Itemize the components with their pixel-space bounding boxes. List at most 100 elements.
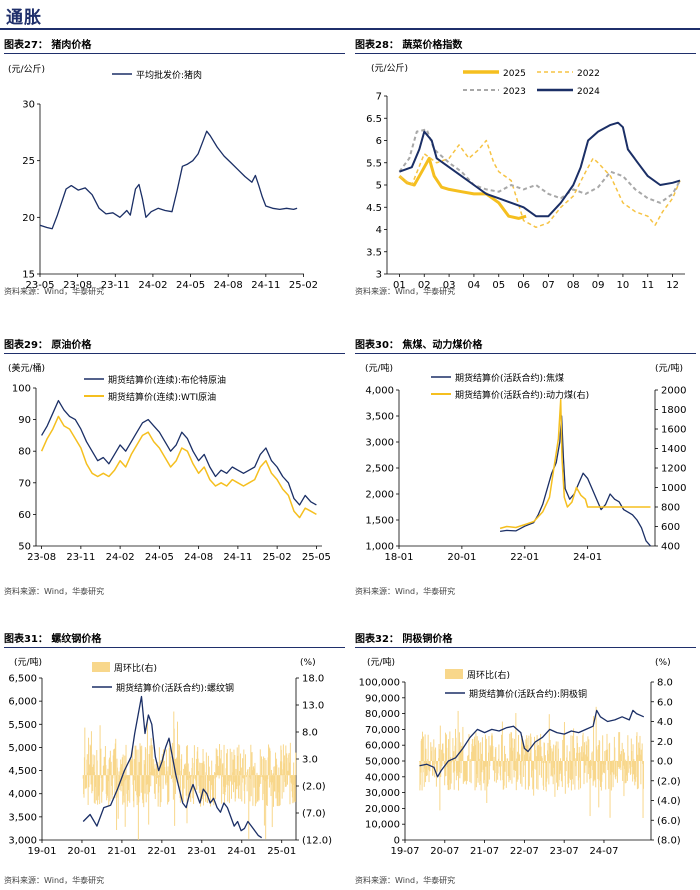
- series-line-1: [41, 399, 317, 506]
- y-tick-label: 80,000: [365, 709, 400, 720]
- source-note: 资料来源：Wind，华泰研究: [355, 587, 456, 596]
- y2-tick-label: (12.0): [302, 836, 332, 847]
- title-rule: [4, 647, 345, 648]
- x-tick-label: 22-01: [147, 846, 176, 857]
- y-tick-label: 4.5: [366, 203, 382, 214]
- chart-rebar: (元/吨) (%) 3,000 3,500 4,000 4,500 5,000 5,500 6,…: [8, 656, 332, 857]
- section-divider: [0, 28, 700, 30]
- x-tick-label: 22-07: [510, 846, 539, 857]
- y-tick-label: 2,500: [365, 464, 394, 475]
- x-tick-label: 07: [542, 280, 555, 291]
- source-note: 资料来源：Wind，华泰研究: [4, 876, 105, 885]
- x-tick-label: 24-05: [145, 552, 174, 563]
- source-note: 资料来源：Wind，华泰研究: [355, 287, 456, 296]
- x-tick-label: 24-08: [184, 552, 213, 563]
- legend-label: 2023: [503, 87, 526, 97]
- legend-label: 期货结算价(活跃合约):焦煤: [455, 372, 564, 384]
- y2-tick-label: (8.0): [657, 836, 681, 847]
- x-tick-label: 20-07: [430, 846, 459, 857]
- chart-title: 图表30： 焦煤、动力煤价格: [355, 340, 483, 351]
- y-axis-unit: (元/公斤): [371, 63, 408, 74]
- chart-title: 图表31： 螺纹钢价格: [4, 634, 102, 645]
- y2-tick-label: 2000: [661, 386, 686, 397]
- chart-title: 图表32： 阴极铜价格: [355, 634, 453, 645]
- x-tick-label: 09: [592, 280, 605, 291]
- y-tick-label: 3: [376, 270, 382, 281]
- chart-pork: (元/公斤) 15 20 25 30 23-05 23-08 23-11 24-02 24-05 2…: [8, 64, 318, 291]
- x-tick-label: 03: [443, 280, 456, 291]
- y2-axis-unit: (%): [655, 658, 671, 668]
- x-tick-label: 24-05: [176, 280, 205, 291]
- chart-copper: (元/吨) (%) 0 10,000 20,000 30,000 40,000 50,000 6…: [359, 656, 681, 857]
- y-tick-label: 3,000: [365, 438, 394, 449]
- legend-swatch: [92, 662, 110, 672]
- source-note: 资料来源：Wind，华泰研究: [4, 287, 105, 296]
- chart-vegetable: (元/公斤) 3 3.5 4 4.5 5 5.5 6 6.5 7 01 02 03 04 05 06 07 08 0…: [366, 63, 685, 291]
- legend-label: 期货结算价(活跃合约):动力煤(右): [455, 389, 589, 401]
- y-tick-label: 90: [18, 415, 31, 426]
- y-tick-label: 50,000: [365, 757, 400, 768]
- y2-tick-label: (4.0): [657, 796, 681, 807]
- title-rule: [355, 353, 696, 354]
- y-tick-label: 80: [18, 447, 31, 458]
- series-line-2: [499, 399, 651, 530]
- x-tick-label: 08: [567, 280, 580, 291]
- y-tick-label: 6.5: [366, 114, 382, 125]
- legend-label: 平均批发价:猪肉: [136, 69, 202, 81]
- y2-tick-label: 1400: [661, 444, 686, 455]
- x-tick-label: 20-01: [447, 552, 476, 563]
- series-line-3: [398, 128, 681, 204]
- panel-copper: 图表32： 阴极铜价格 (元/吨) (%) 0 10,000 20,000 30,000 4…: [355, 630, 700, 888]
- legend-label: 2022: [577, 69, 600, 79]
- x-tick-label: 24-11: [251, 280, 280, 291]
- y-tick-label: 4: [376, 225, 382, 236]
- y-tick-label: 1,500: [365, 516, 394, 527]
- series-line-2: [40, 415, 317, 519]
- y-tick-label: 10,000: [365, 820, 400, 831]
- x-tick-label: 06: [517, 280, 530, 291]
- y-axis-unit: (元/吨): [367, 656, 395, 668]
- x-tick-label: 25-01: [267, 846, 296, 857]
- x-tick-label: 22-01: [510, 552, 539, 563]
- x-tick-label: 23-01: [187, 846, 216, 857]
- y-tick-label: 3.5: [366, 247, 382, 258]
- y-tick-label: 2,000: [365, 490, 394, 501]
- legend-label: 期货结算价(活跃合约):螺纹钢: [116, 682, 234, 694]
- legend-label: 期货结算价(连续):WTI原油: [108, 391, 216, 403]
- x-tick-label: 23-05: [25, 280, 54, 291]
- y-tick-label: 25: [22, 156, 35, 167]
- y2-tick-label: 0.0: [657, 757, 673, 768]
- y2-tick-label: 8.0: [657, 678, 673, 689]
- x-tick-label: 18-01: [384, 552, 413, 563]
- legend-label: 期货结算价(活跃合约):阴极铜: [469, 688, 587, 700]
- x-tick-label: 24-11: [223, 552, 252, 563]
- chart-title: 图表29： 原油价格: [4, 340, 92, 351]
- y-tick-label: 100: [12, 384, 31, 395]
- legend-label: 周环比(右): [114, 662, 157, 674]
- chart-crude: (美元/桶) 50 60 70 80 90 100 23-08 23-11 24-02 24-05 2…: [8, 362, 331, 563]
- y2-tick-label: 4.0: [657, 717, 673, 728]
- title-rule: [355, 53, 696, 54]
- y-tick-label: 5,500: [8, 720, 37, 731]
- y2-axis-unit: (%): [300, 658, 316, 668]
- y2-tick-label: (2.0): [302, 782, 326, 793]
- y-tick-label: 60: [18, 510, 31, 521]
- x-tick-label: 21-01: [107, 846, 136, 857]
- x-tick-label: 24-02: [106, 552, 135, 563]
- source-note: 资料来源：Wind，华泰研究: [355, 876, 456, 885]
- y-tick-label: 5,000: [8, 743, 37, 754]
- x-tick-label: 25-05: [302, 552, 331, 563]
- x-tick-label: 24-07: [589, 846, 618, 857]
- y-tick-label: 15: [22, 270, 35, 281]
- y-tick-label: 30,000: [365, 788, 400, 799]
- y-tick-label: 3,000: [8, 836, 37, 847]
- chart-title: 图表28： 蔬菜价格指数: [355, 40, 463, 51]
- y-tick-label: 50: [18, 542, 31, 553]
- source-note: 资料来源：Wind，华泰研究: [4, 587, 105, 596]
- panel-vegetable-index: 图表28： 蔬菜价格指数 (元/公斤) 3 3.5 4 4.5 5 5.5 6 6.5 7 01 02…: [355, 36, 700, 298]
- x-tick-label: 23-07: [550, 846, 579, 857]
- y2-tick-label: 1800: [661, 405, 686, 416]
- y2-tick-label: 600: [661, 522, 680, 533]
- x-tick-label: 10: [617, 280, 630, 291]
- y-tick-label: 4,000: [8, 789, 37, 800]
